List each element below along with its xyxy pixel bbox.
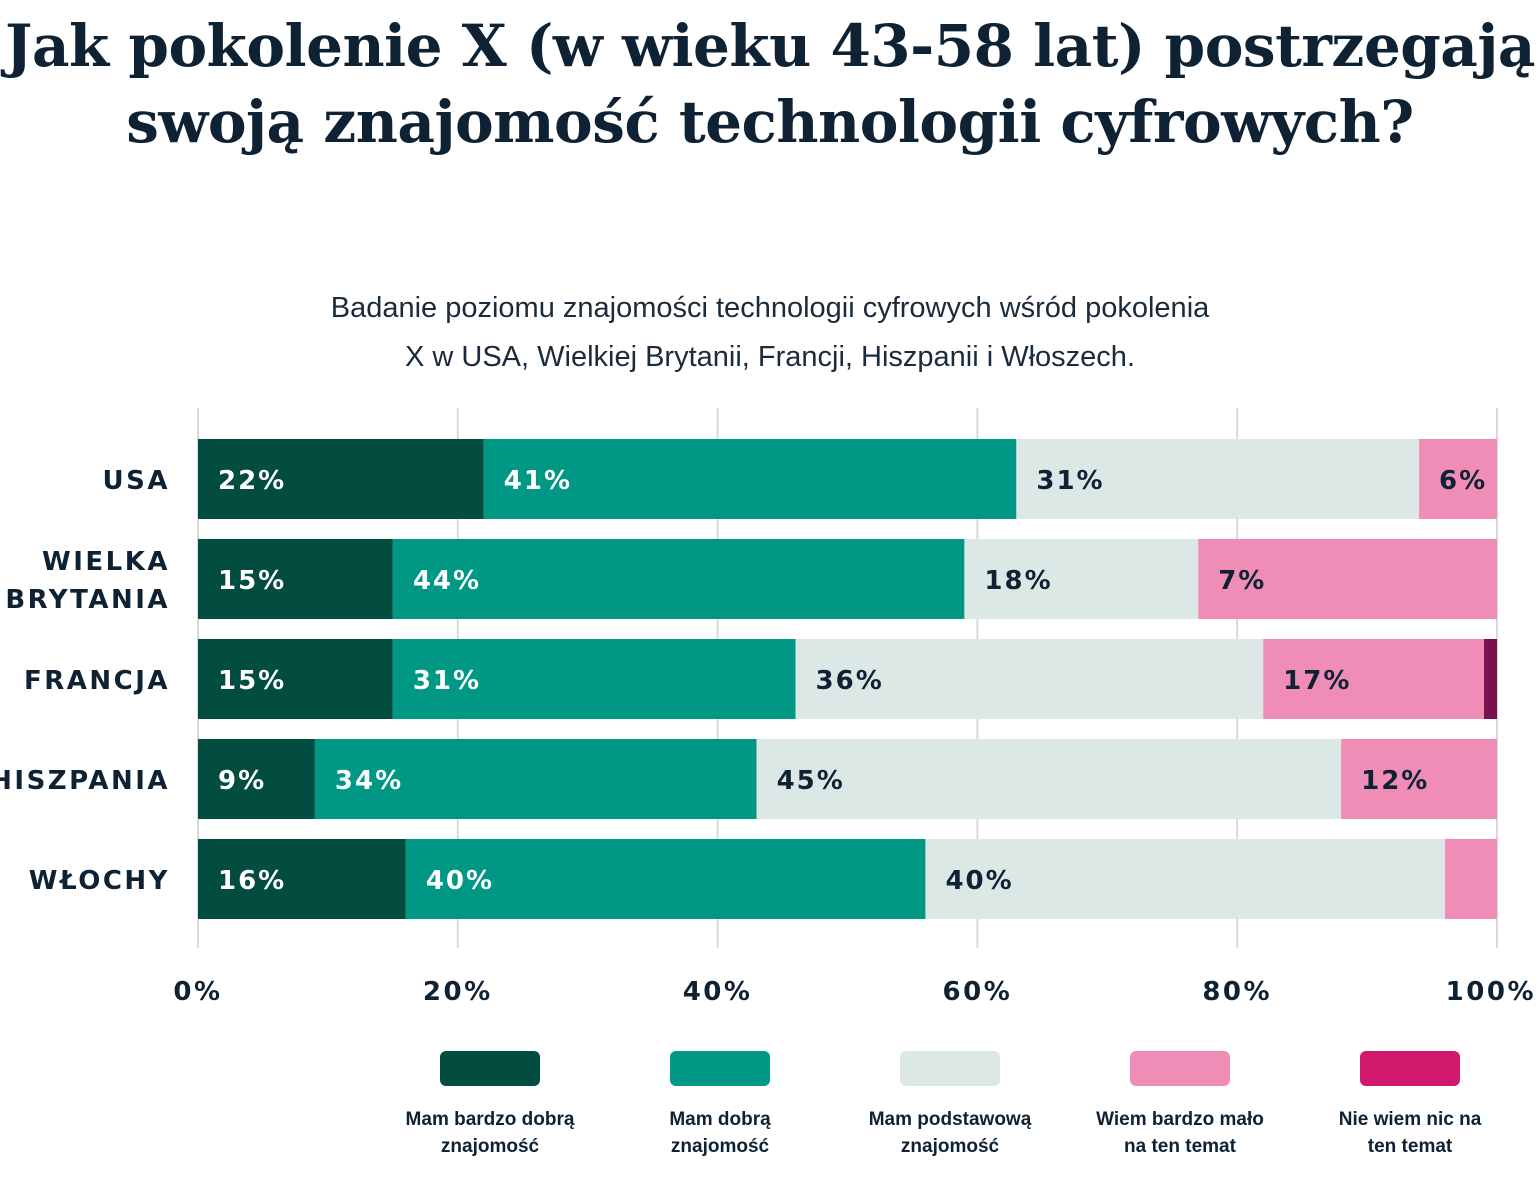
bar-segment [483, 439, 1017, 519]
category-label: HISZPANIA [0, 766, 170, 796]
x-tick-label: 80% [1202, 977, 1272, 1007]
bar-segment [392, 639, 796, 719]
legend-label: Wiem bardzo mało na ten temat [1070, 1106, 1290, 1160]
bar-segment [1341, 739, 1497, 819]
legend-label-line: znajomość [900, 1136, 1000, 1157]
bar-segment [1445, 839, 1497, 919]
legend-label-line: Nie wiem nic na [1338, 1109, 1482, 1130]
data-label: 40% [426, 866, 494, 896]
category-label: USA [103, 466, 170, 496]
data-label: 31% [1036, 466, 1104, 496]
legend-label-line: Mam dobrą [669, 1109, 771, 1130]
category-label: WŁOCHY [29, 866, 170, 896]
category-label: FRANCJA [24, 666, 170, 696]
bar-segment [1484, 639, 1497, 719]
bar-segment [1016, 439, 1420, 519]
category-label: BRYTANIA [5, 585, 170, 615]
data-label: 12% [1361, 766, 1429, 796]
bar-segment [198, 639, 393, 719]
bar-segment [756, 739, 1342, 819]
legend-label-line: znajomość [670, 1136, 770, 1157]
data-label: 15% [218, 566, 286, 596]
legend-label-line: Mam bardzo dobrą [405, 1109, 575, 1130]
data-label: 40% [945, 866, 1013, 896]
x-tick-label: 0% [173, 977, 222, 1007]
data-label: 45% [777, 766, 845, 796]
legend-label-line: Wiem bardzo mało [1096, 1109, 1264, 1130]
bar-segment [392, 539, 965, 619]
data-label: 6% [1439, 466, 1487, 496]
x-tick-label: 100% [1446, 977, 1536, 1007]
bar-segment [198, 439, 484, 519]
legend-swatch [440, 1051, 540, 1086]
chart-title: Jak pokolenie X (w wieku 43-58 lat) post… [5, 12, 1535, 156]
data-label: 34% [335, 766, 403, 796]
data-label: 7% [1218, 566, 1266, 596]
legend-swatch [1360, 1051, 1460, 1086]
bar-segment [795, 639, 1264, 719]
data-label: 31% [413, 666, 481, 696]
data-label: 18% [984, 566, 1052, 596]
legend-label: Nie wiem nic na ten temat [1300, 1106, 1520, 1160]
subtitle-line: Badanie poziomu znajomości technologii c… [330, 292, 1210, 324]
data-label: 16% [218, 866, 286, 896]
bar-segment [1198, 539, 1497, 619]
bar-segment [198, 539, 393, 619]
bar-segment [925, 839, 1446, 919]
bar-segment [198, 839, 406, 919]
chart-subtitle: Badanie poziomu znajomości technologii c… [245, 284, 1295, 382]
bar-segment [198, 739, 315, 819]
legend-label: Mam bardzo dobrą znajomość [380, 1106, 600, 1160]
legend-swatch [670, 1051, 770, 1086]
data-label: 41% [504, 466, 572, 496]
bar-segment [1263, 639, 1485, 719]
data-label: 9% [218, 766, 266, 796]
x-tick-label: 40% [683, 977, 753, 1007]
bar-segment [314, 739, 757, 819]
legend-swatch [900, 1051, 1000, 1086]
data-label: 15% [218, 666, 286, 696]
x-tick-label: 20% [423, 977, 493, 1007]
legend-label-line: ten temat [1367, 1136, 1453, 1157]
legend-label: Mam dobrą znajomość [610, 1106, 830, 1160]
data-label: 36% [816, 666, 884, 696]
bar-segment [405, 839, 926, 919]
x-tick-label: 60% [943, 977, 1013, 1007]
subtitle-line: X w USA, Wielkiej Brytanii, Francji, His… [404, 341, 1135, 373]
data-label: 22% [218, 466, 286, 496]
category-label: WIELKA [42, 547, 170, 577]
legend-label: Mam podstawową znajomość [840, 1106, 1060, 1160]
bar-segment [964, 539, 1199, 619]
legend-label-line: znajomość [440, 1136, 540, 1157]
legend-label-line: na ten temat [1124, 1136, 1236, 1157]
data-label: 17% [1283, 666, 1351, 696]
legend-swatch [1130, 1051, 1230, 1086]
data-label: 44% [413, 566, 481, 596]
bar-segment [1419, 439, 1497, 519]
legend-label-line: Mam podstawową [868, 1109, 1032, 1130]
